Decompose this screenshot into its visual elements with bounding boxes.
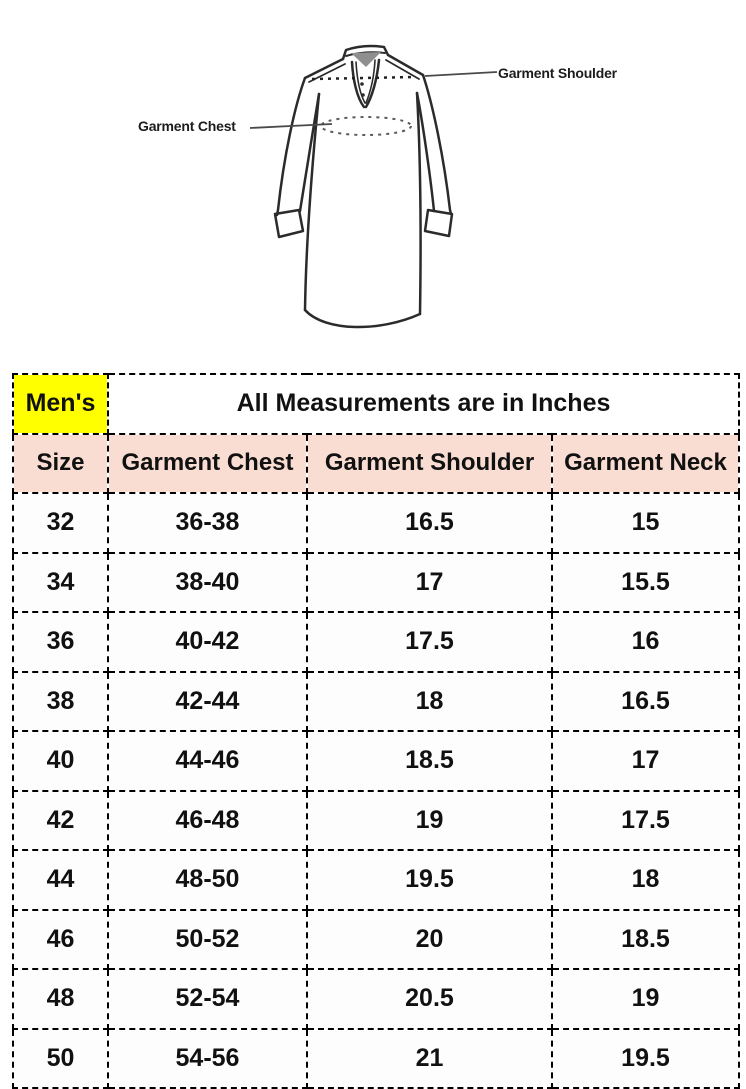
- neck-cell: 15.5: [550, 551, 741, 613]
- neck-cell: 15: [550, 492, 741, 554]
- column-header-garment-shoulder: Garment Shoulder: [306, 432, 553, 494]
- body-right-side: [415, 91, 422, 316]
- size-chart-table: Men's All Measurements are in Inches Siz…: [12, 373, 741, 1089]
- neck-cell: 19.5: [550, 1027, 741, 1089]
- shoulder-leader-line: [424, 71, 498, 77]
- chest-leader-line: [249, 123, 333, 129]
- collar-outline: [341, 44, 390, 61]
- size-cell: 36: [12, 611, 109, 673]
- neck-cell: 19: [550, 968, 741, 1030]
- size-cell: 50: [12, 1027, 109, 1089]
- neck-cell: 18: [550, 849, 741, 911]
- shoulder-seam-right-inner: [385, 59, 420, 80]
- chest-cell: 44-46: [107, 730, 308, 792]
- table-row: 46 50-52 20 18.5: [12, 908, 741, 970]
- kurta-measurement-diagram: Garment Chest Garment Shoulder: [0, 0, 746, 373]
- collar-inner-shade: [351, 52, 381, 67]
- shoulder-dotted-line: [311, 75, 417, 81]
- table-row: 40 44-46 18.5 17: [12, 730, 741, 792]
- chest-cell: 48-50: [107, 849, 308, 911]
- garment-shoulder-callout-label: Garment Shoulder: [498, 65, 617, 81]
- shoulder-cell: 17.5: [306, 611, 553, 673]
- garment-chest-callout-label: Garment Chest: [138, 118, 236, 134]
- chest-cell: 42-44: [107, 670, 308, 732]
- shoulder-cell: 18.5: [306, 730, 553, 792]
- shoulder-cell: 17: [306, 551, 553, 613]
- table-row: 34 38-40 17 15.5: [12, 551, 741, 613]
- shoulder-cell: 19.5: [306, 849, 553, 911]
- mens-group-cell: Men's: [12, 373, 109, 435]
- table-row: 38 42-44 18 16.5: [12, 670, 741, 732]
- placket-left-stitch: [355, 61, 366, 104]
- placket-right-edge: [364, 58, 381, 109]
- table-row: 50 54-56 21 19.5: [12, 1027, 741, 1089]
- body-hem: [303, 308, 422, 329]
- column-header-size: Size: [12, 432, 109, 494]
- chest-dotted-ellipse: [320, 116, 412, 136]
- shoulder-cell: 20.5: [306, 968, 553, 1030]
- table-row: 42 46-48 19 17.5: [12, 789, 741, 851]
- chest-cell: 52-54: [107, 968, 308, 1030]
- chest-cell: 40-42: [107, 611, 308, 673]
- shoulder-cell: 16.5: [306, 492, 553, 554]
- chest-cell: 46-48: [107, 789, 308, 851]
- size-cell: 40: [12, 730, 109, 792]
- sleeve-right-outer: [421, 73, 453, 216]
- sleeve-right-inner: [415, 91, 436, 213]
- table-row: 44 48-50 19.5 18: [12, 849, 741, 911]
- table-row: 48 52-54 20.5 19: [12, 968, 741, 1030]
- shoulder-seam-left: [303, 57, 345, 80]
- units-note-cell: All Measurements are in Inches: [106, 373, 741, 435]
- shoulder-cell: 21: [306, 1027, 553, 1089]
- shoulder-seam-right: [386, 53, 425, 77]
- kurta-outline-drawing: [249, 44, 498, 329]
- size-cell: 32: [12, 492, 109, 554]
- table-row: 32 36-38 16.5 15: [12, 492, 741, 554]
- table-title-row: Men's All Measurements are in Inches: [12, 373, 741, 435]
- shoulder-cell: 20: [306, 908, 553, 970]
- cuff-left: [273, 208, 305, 239]
- size-cell: 48: [12, 968, 109, 1030]
- chest-cell: 36-38: [107, 492, 308, 554]
- size-cell: 34: [12, 551, 109, 613]
- button-bottom: [361, 93, 365, 97]
- collar-band-inner: [345, 51, 386, 57]
- size-cell: 38: [12, 670, 109, 732]
- chest-cell: 50-52: [107, 908, 308, 970]
- neck-cell: 17.5: [550, 789, 741, 851]
- placket-right-stitch: [365, 59, 376, 104]
- chest-cell: 54-56: [107, 1027, 308, 1089]
- column-header-garment-chest: Garment Chest: [107, 432, 308, 494]
- size-cell: 42: [12, 789, 109, 851]
- size-cell: 44: [12, 849, 109, 911]
- size-cell: 46: [12, 908, 109, 970]
- neck-cell: 16.5: [550, 670, 741, 732]
- neck-cell: 16: [550, 611, 741, 673]
- chest-cell: 38-40: [107, 551, 308, 613]
- button-top: [360, 82, 364, 86]
- cuff-right: [423, 208, 454, 238]
- neck-cell: 18.5: [550, 908, 741, 970]
- column-header-garment-neck: Garment Neck: [550, 432, 741, 494]
- shoulder-cell: 18: [306, 670, 553, 732]
- shoulder-cell: 19: [306, 789, 553, 851]
- body-left-side: [303, 92, 321, 312]
- placket-left-edge: [350, 60, 366, 109]
- neck-cell: 17: [550, 730, 741, 792]
- table-header-row: Size Garment Chest Garment Shoulder Garm…: [12, 432, 741, 494]
- table-row: 36 40-42 17.5 16: [12, 611, 741, 673]
- sleeve-left-outer: [275, 76, 307, 217]
